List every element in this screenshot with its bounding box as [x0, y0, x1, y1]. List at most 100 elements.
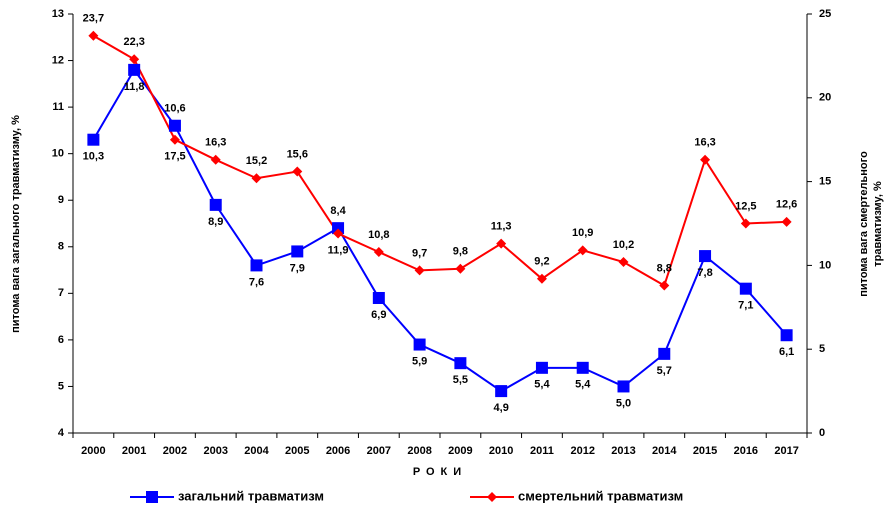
marker	[536, 273, 547, 284]
marker	[700, 154, 711, 165]
marker	[659, 280, 670, 291]
legend-marker	[487, 492, 497, 502]
marker	[250, 259, 263, 272]
marker	[413, 338, 426, 351]
data-label: 5,4	[575, 379, 591, 391]
marker	[129, 54, 140, 65]
data-label: 22,3	[123, 36, 144, 48]
x-tick-label: 2004	[244, 445, 269, 457]
series-line	[92, 68, 788, 393]
marker	[414, 265, 425, 276]
marker	[535, 361, 548, 374]
marker	[128, 63, 141, 76]
data-label: 7,1	[738, 300, 753, 312]
x-tick-label: 2009	[448, 445, 472, 457]
data-label: 5,7	[657, 365, 672, 377]
marker	[739, 282, 752, 295]
data-label: 10,2	[613, 239, 634, 251]
marker	[372, 291, 385, 304]
y2-tick-label: 5	[819, 343, 825, 355]
data-label: 7,6	[249, 276, 264, 288]
marker	[333, 228, 344, 239]
data-label: 12,6	[776, 199, 797, 211]
data-label: 9,7	[412, 247, 427, 259]
x-axis-label: РОКИ	[413, 466, 467, 478]
y2-axis-label: травматизму, %	[872, 181, 884, 267]
data-label: 7,9	[290, 262, 305, 274]
y-tick-label: 12	[52, 54, 64, 66]
data-label: 10,6	[164, 103, 185, 115]
data-label: 11,3	[491, 221, 512, 233]
y2-tick-label: 0	[819, 427, 825, 439]
x-tick-label: 2014	[652, 445, 677, 457]
data-label: 7,8	[697, 267, 712, 279]
data-label: 12,5	[735, 200, 756, 212]
data-label: 10,9	[572, 227, 593, 239]
marker	[373, 246, 384, 257]
legend-label: загальний травматизм	[178, 488, 324, 503]
marker	[617, 380, 630, 393]
data-label: 8,8	[657, 262, 672, 274]
y-tick-label: 11	[52, 101, 64, 113]
data-label: 5,4	[534, 379, 550, 391]
data-label: 17,5	[164, 151, 185, 163]
series-line	[92, 34, 787, 287]
x-tick-label: 2001	[122, 445, 146, 457]
marker	[699, 250, 712, 263]
y2-tick-label: 15	[819, 176, 831, 188]
marker	[210, 154, 221, 165]
x-tick-label: 2016	[734, 445, 758, 457]
marker	[251, 173, 262, 184]
marker	[332, 222, 345, 235]
x-tick-label: 2006	[326, 445, 350, 457]
marker	[291, 245, 304, 258]
y2-tick-label: 20	[819, 92, 831, 104]
marker	[168, 119, 181, 132]
y2-tick-label: 10	[819, 259, 831, 271]
x-tick-label: 2013	[611, 445, 635, 457]
marker	[576, 361, 589, 374]
data-label: 23,7	[83, 13, 104, 25]
x-tick-label: 2002	[163, 445, 187, 457]
x-tick-label: 2015	[693, 445, 717, 457]
x-tick-label: 2003	[203, 445, 227, 457]
x-tick-label: 2005	[285, 445, 309, 457]
data-label: 15,2	[246, 155, 267, 167]
legend-label: смертельний травматизм	[518, 488, 683, 503]
data-label: 9,8	[453, 246, 468, 258]
y2-axis-label: питома вага смертельного	[858, 151, 870, 297]
data-label: 11,8	[124, 81, 145, 93]
x-tick-label: 2011	[530, 445, 554, 457]
marker	[496, 238, 507, 249]
data-label: 4,9	[494, 402, 509, 414]
y-tick-label: 8	[58, 241, 64, 253]
y-tick-label: 13	[52, 8, 64, 20]
data-label: 10,8	[368, 229, 389, 241]
y-tick-label: 4	[58, 427, 65, 439]
y-tick-label: 10	[52, 148, 64, 160]
data-label: 16,3	[694, 137, 715, 149]
data-label: 10,3	[83, 151, 104, 163]
marker	[495, 385, 508, 398]
data-label: 8,4	[330, 205, 346, 217]
y-tick-label: 5	[58, 380, 64, 392]
y-tick-label: 7	[58, 287, 64, 299]
x-tick-label: 2007	[367, 445, 391, 457]
data-label: 5,9	[412, 355, 427, 367]
data-label: 5,0	[616, 397, 631, 409]
marker	[169, 134, 180, 145]
marker	[740, 218, 751, 229]
legend-marker	[146, 491, 158, 503]
data-label: 8,9	[208, 216, 223, 228]
marker	[454, 357, 467, 370]
marker	[658, 347, 671, 360]
marker	[292, 166, 303, 177]
marker	[781, 216, 792, 227]
x-tick-label: 2012	[570, 445, 594, 457]
x-tick-label: 2010	[489, 445, 513, 457]
marker	[88, 30, 99, 41]
marker	[780, 329, 793, 342]
data-label: 5,5	[453, 374, 468, 386]
marker	[618, 257, 629, 268]
